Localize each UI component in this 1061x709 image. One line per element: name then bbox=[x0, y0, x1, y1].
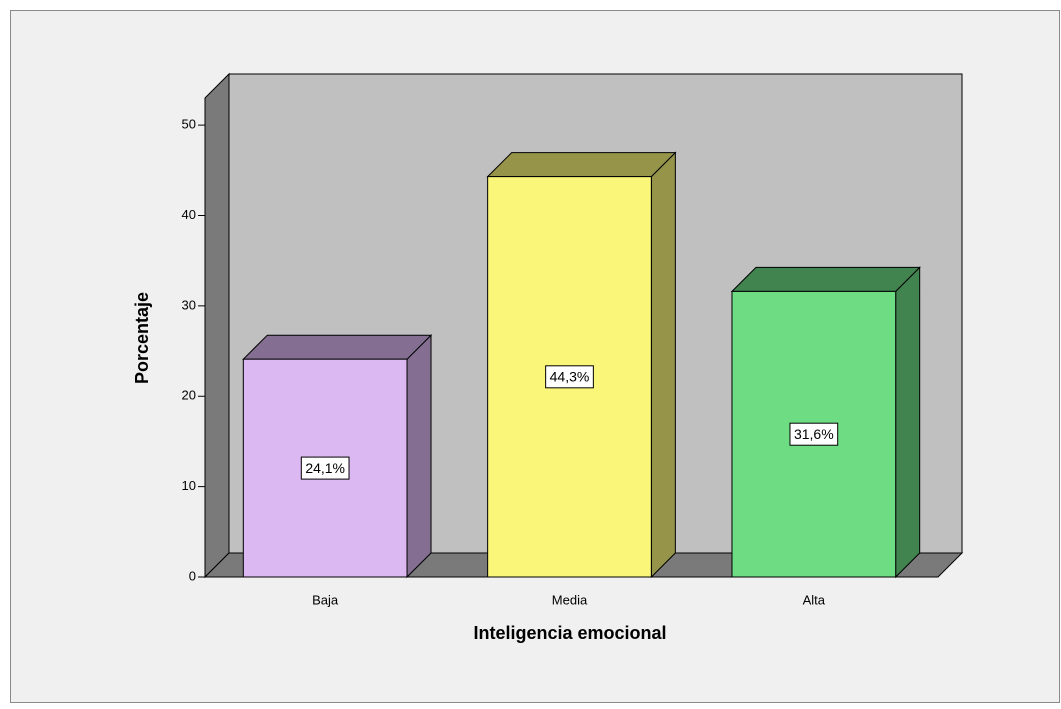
x-tick-label: Alta bbox=[803, 592, 826, 607]
y-tick-label: 10 bbox=[182, 478, 196, 493]
x-tick-label: Baja bbox=[312, 592, 339, 607]
side-wall bbox=[204, 72, 230, 579]
y-tick-label: 20 bbox=[182, 388, 196, 403]
bar bbox=[486, 151, 677, 579]
bar-top bbox=[486, 152, 677, 178]
value-label: 31,6% bbox=[794, 426, 834, 442]
y-tick-label: 0 bbox=[189, 568, 196, 583]
y-tick-label: 40 bbox=[182, 207, 196, 222]
bar-side bbox=[895, 266, 921, 579]
bar bbox=[242, 333, 433, 579]
x-tick-label: Media bbox=[552, 592, 588, 607]
y-axis-title: Porcentaje bbox=[132, 292, 152, 384]
value-label-box bbox=[545, 365, 594, 389]
bar-side bbox=[650, 151, 676, 579]
bar bbox=[730, 266, 921, 579]
bar-side bbox=[406, 333, 432, 579]
value-label-box bbox=[789, 422, 839, 446]
y-tick-label: 30 bbox=[182, 297, 196, 312]
y-tick-label: 50 bbox=[182, 117, 196, 132]
x-axis-title: Inteligencia emocional bbox=[473, 623, 666, 643]
value-label: 24,1% bbox=[305, 460, 345, 476]
bar-top bbox=[242, 334, 433, 360]
value-label-box bbox=[300, 456, 350, 480]
value-label: 44,3% bbox=[550, 369, 590, 385]
bar-top bbox=[730, 266, 921, 292]
